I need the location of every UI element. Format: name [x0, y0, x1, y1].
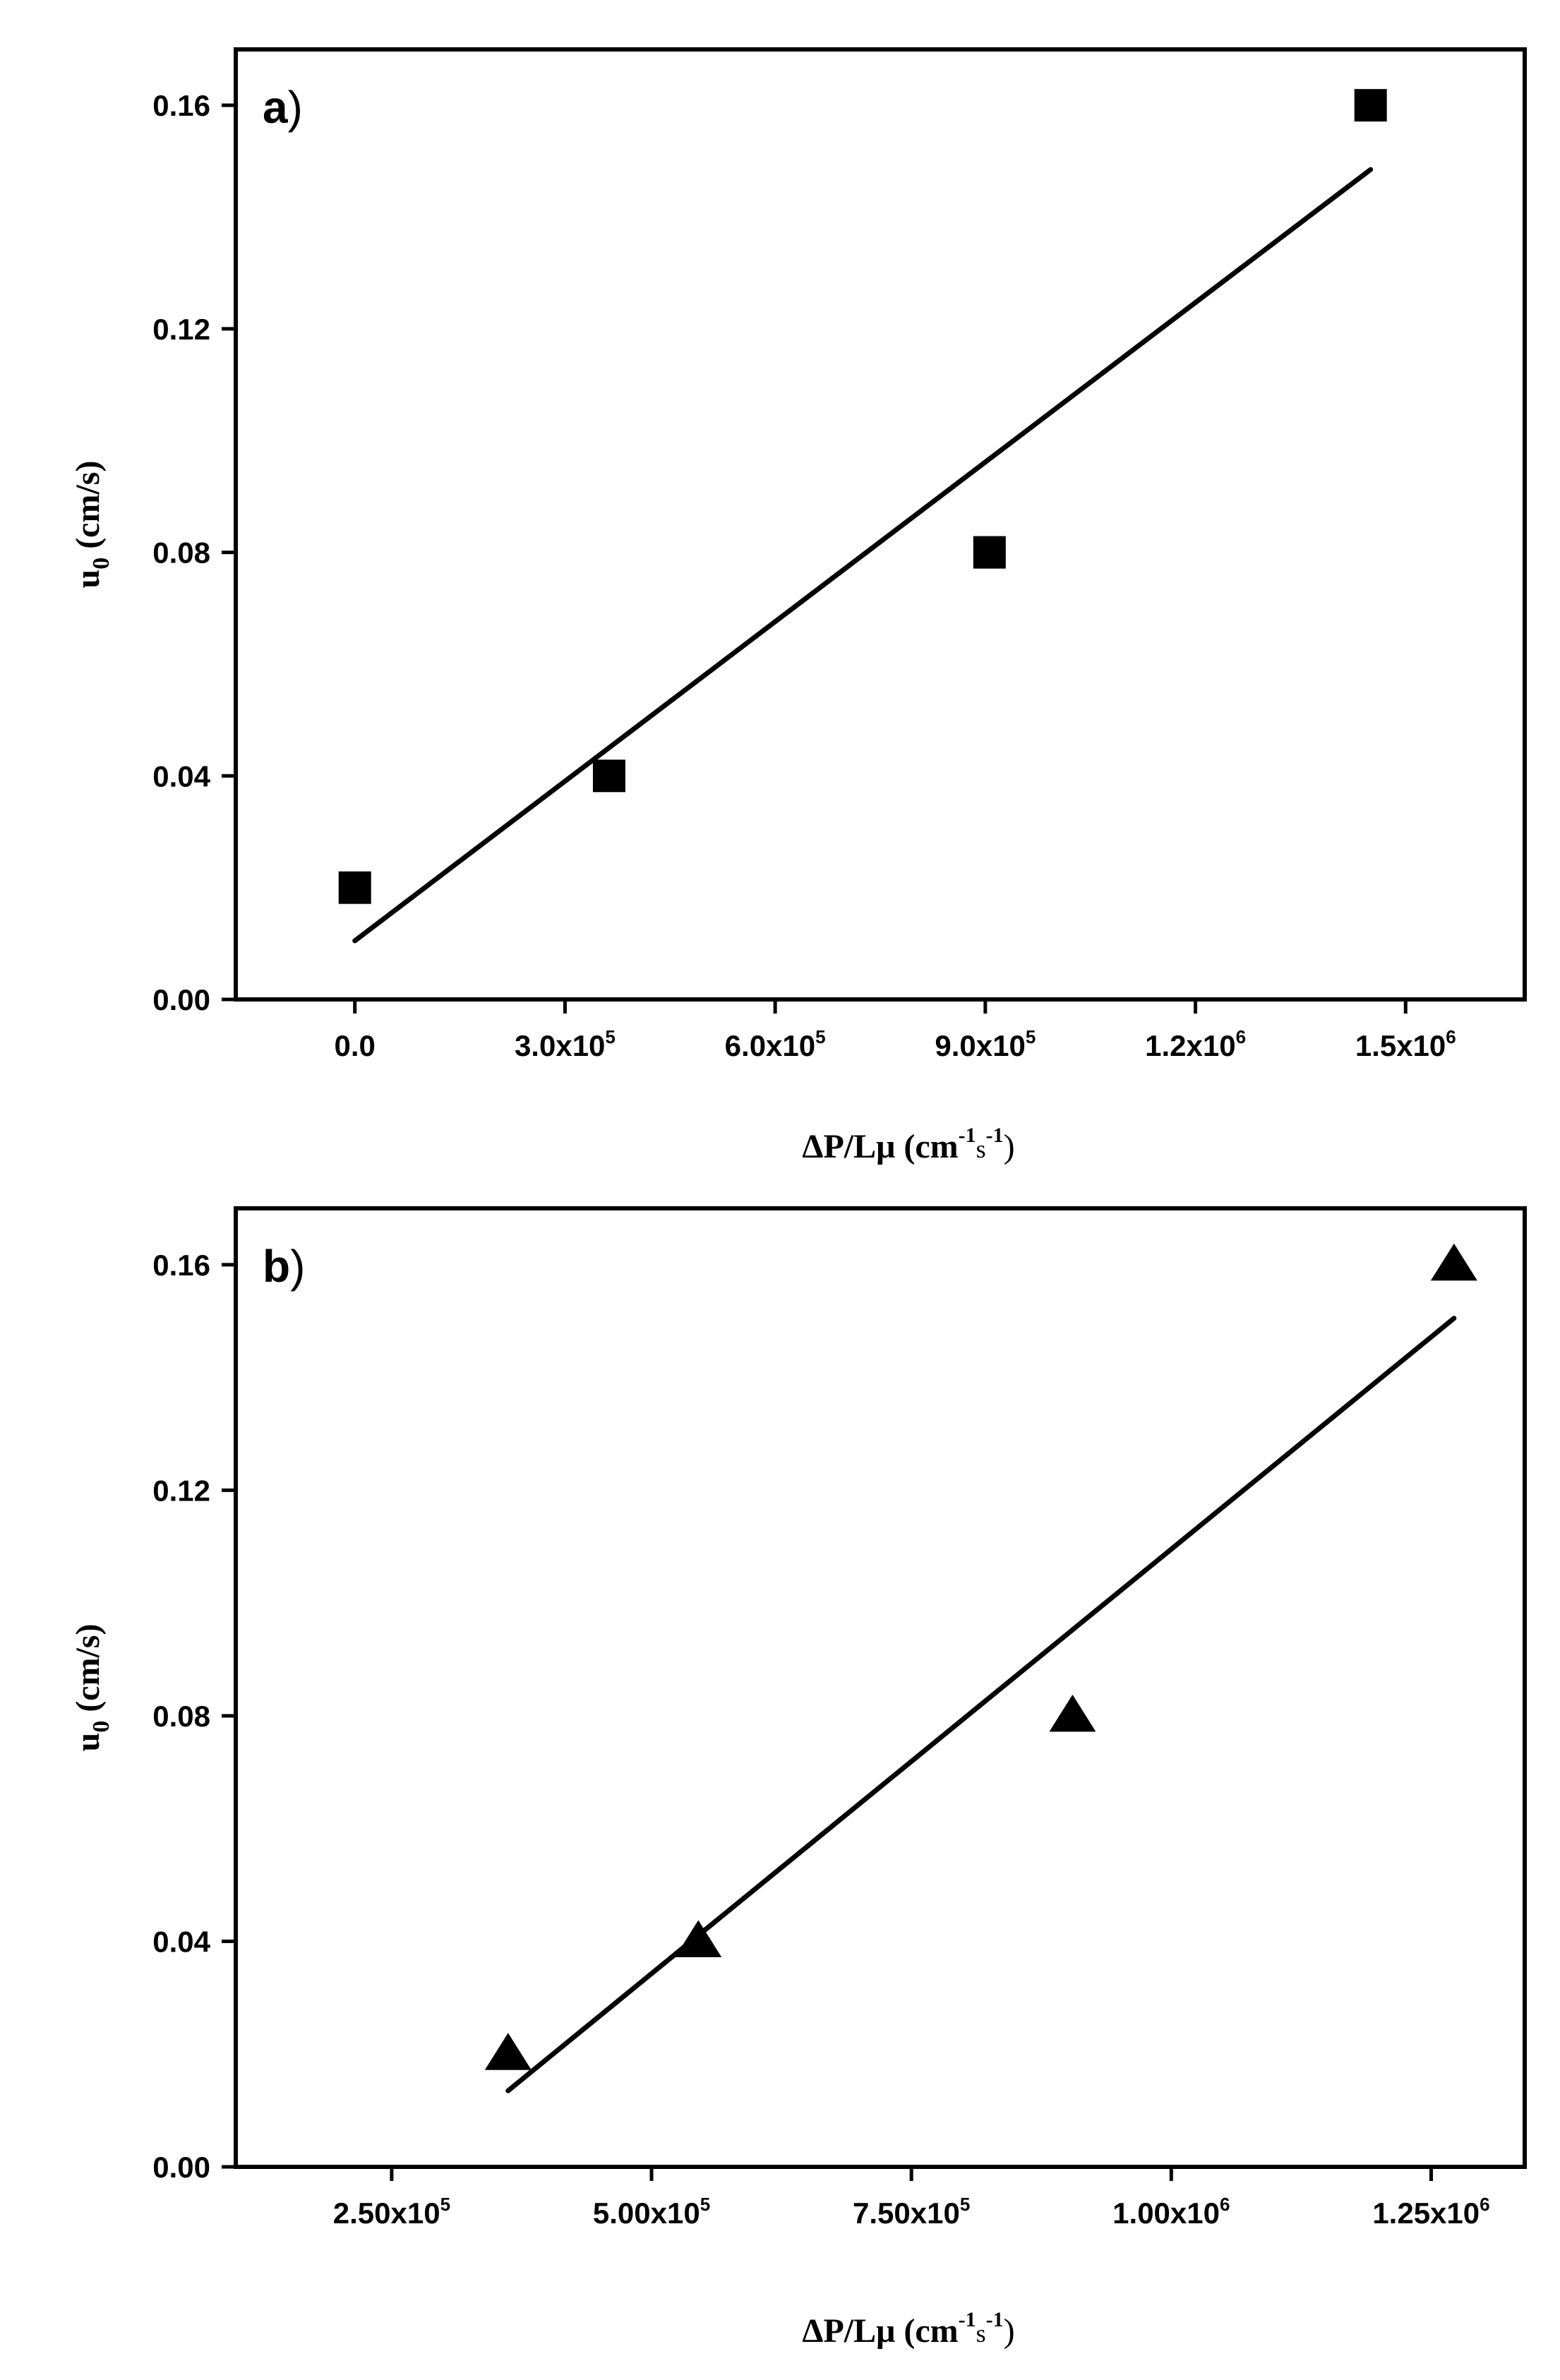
panel-a-data-point-3	[973, 536, 1006, 569]
panel-a-y-tick-label: 0.00	[152, 983, 210, 1016]
panel-a-x-tick-label: 3.0x105	[515, 1026, 616, 1062]
x-title-end: )	[1004, 2312, 1015, 2350]
x-title-s: s	[976, 2319, 986, 2348]
panel-b-fit-line	[505, 1316, 1457, 2093]
x-tick-exponent: 5	[440, 2194, 450, 2215]
y-title-main: u	[69, 570, 107, 589]
panel-b-label: b)	[263, 1241, 305, 1292]
panel-b-x-tick-label: 1.00x106	[1112, 2194, 1230, 2230]
panel-a-label: a)	[263, 82, 303, 133]
y-title-rest: (cm/s)	[69, 1624, 107, 1721]
x-tick-mantissa: 1.25x10	[1372, 2196, 1480, 2230]
panel-a-data-point-2	[592, 759, 625, 793]
x-title-sup: -1	[959, 2308, 976, 2331]
panel-a-y-tick-label: 0.08	[152, 536, 210, 570]
panel-b-data-point-1	[484, 2033, 532, 2070]
panel-b-data-point-2	[675, 1920, 722, 1957]
x-tick-mantissa: 5.00x10	[593, 2196, 700, 2230]
panel-a: 0.0 3.0x105 6.0x105 9.0x105 1.2x106 1.5x1060.…	[69, 47, 1527, 1165]
panel-b-y-tick-label: 0.08	[152, 1700, 210, 1733]
x-tick-mantissa: 1.00x10	[1112, 2196, 1220, 2230]
x-title-main: ΔP/Lμ (cm	[802, 2312, 958, 2350]
x-tick-mantissa: 0.0	[335, 1029, 376, 1062]
panel-b-y-tick-label: 0.00	[152, 2151, 210, 2184]
panel-b-x-tick-label: 5.00x105	[593, 2194, 710, 2230]
y-title-main: u	[69, 1733, 107, 1752]
x-tick-mantissa: 1.2x10	[1145, 1029, 1235, 1062]
y-title-rest: (cm/s)	[69, 461, 107, 558]
panel-b-data-point-4	[1430, 1243, 1477, 1281]
x-title-sup: -1	[986, 1124, 1004, 1147]
x-tick-mantissa: 7.50x10	[853, 2196, 960, 2230]
panel-a-fit-line	[352, 167, 1374, 944]
x-tick-mantissa: 6.0x10	[725, 1029, 815, 1062]
x-tick-exponent: 6	[1480, 2194, 1489, 2215]
panel-paren: )	[290, 1241, 305, 1292]
x-tick-mantissa: 1.5x10	[1355, 1029, 1446, 1062]
x-tick-mantissa: 9.0x10	[935, 1029, 1025, 1062]
panel-a-x-tick-label: 1.2x106	[1145, 1026, 1246, 1062]
panel-a-x-tick-label: 9.0x105	[935, 1026, 1036, 1062]
panel-a-y-tick-label: 0.16	[152, 89, 210, 122]
x-title-main: ΔP/Lμ (cm	[802, 1128, 958, 1165]
x-tick-exponent: 5	[815, 1026, 825, 1047]
panel-letter: b	[263, 1241, 290, 1292]
y-title-sub: 0	[88, 1721, 114, 1733]
x-title-s: s	[976, 1135, 986, 1163]
panel-paren: )	[288, 82, 303, 133]
panel-b-x-axis-title: ΔP/Lμ (cm-1s-1)	[802, 2308, 1014, 2350]
x-tick-exponent: 6	[1446, 1026, 1456, 1047]
panel-a-x-tick-label: 6.0x105	[725, 1026, 826, 1062]
panel-b-frame	[234, 1206, 1527, 2169]
panel-a-y-axis-title: u0 (cm/s)	[69, 461, 114, 589]
x-tick-exponent: 5	[605, 1026, 615, 1047]
x-tick-exponent: 6	[1220, 2194, 1230, 2215]
x-title-end: )	[1004, 1128, 1015, 1165]
panel-b-y-tick-label: 0.12	[152, 1474, 210, 1507]
panel-a-x-axis-title: ΔP/Lμ (cm-1s-1)	[802, 1124, 1014, 1165]
panel-b: 2.50x105 5.00x105 7.50x105 1.00x106 1.25x106…	[69, 1206, 1527, 2350]
panel-a-frame	[234, 47, 1527, 1002]
x-title-sup: -1	[959, 1124, 976, 1147]
x-tick-exponent: 5	[700, 2194, 710, 2215]
panel-b-x-tick-label: 2.50x105	[333, 2194, 450, 2230]
x-tick-mantissa: 2.50x10	[333, 2196, 440, 2230]
panel-a-data-point-4	[1354, 89, 1387, 122]
x-tick-exponent: 5	[960, 2194, 970, 2215]
panel-b-x-tick-label: 7.50x105	[853, 2194, 970, 2230]
panel-a-data-point-1	[338, 871, 371, 904]
panel-b-y-tick-label: 0.16	[152, 1249, 210, 1282]
panel-a-y-tick-label: 0.12	[152, 313, 210, 346]
panel-a-x-tick-label: 0.0	[335, 1029, 376, 1062]
panel-b-x-tick-label: 1.25x106	[1372, 2194, 1489, 2230]
x-title-sup: -1	[986, 2308, 1004, 2331]
panel-b-y-axis-title: u0 (cm/s)	[69, 1624, 114, 1752]
panel-b-y-tick-label: 0.04	[152, 1925, 210, 1958]
panel-a-y-tick-label: 0.04	[152, 759, 210, 793]
panel-b-data-point-3	[1049, 1694, 1096, 1732]
x-tick-exponent: 5	[1026, 1026, 1036, 1047]
panel-a-x-tick-label: 1.5x106	[1355, 1026, 1456, 1062]
x-tick-mantissa: 3.0x10	[515, 1029, 605, 1062]
y-title-sub: 0	[88, 558, 114, 570]
panel-letter: a	[263, 82, 288, 133]
x-tick-exponent: 6	[1236, 1026, 1246, 1047]
